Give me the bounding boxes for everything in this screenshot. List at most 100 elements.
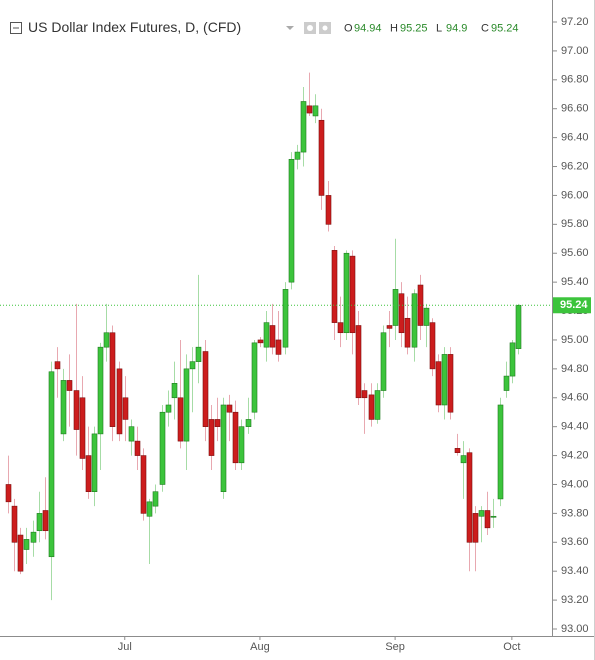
candle-body [429, 322, 436, 370]
candle-body [85, 455, 92, 493]
candle-body [497, 404, 504, 500]
candle-body [294, 151, 301, 160]
ohlc-letter: O [344, 22, 353, 34]
candle-body [411, 293, 418, 348]
candle-body [91, 433, 98, 493]
candle-body [134, 440, 141, 456]
y-tick-label: 96.00 [561, 189, 589, 201]
ohlc-value: 95.24 [491, 22, 519, 34]
candle-body [404, 317, 411, 348]
candle-body [331, 250, 338, 323]
candle-body [441, 354, 448, 406]
ohlc-value: 95.25 [400, 22, 428, 34]
y-tick-label: 95.60 [561, 247, 589, 259]
candle-body [269, 325, 276, 348]
ohlc-letter: C [481, 22, 489, 34]
y-tick-label: 93.80 [561, 507, 589, 519]
visibility-icon-dot [322, 25, 328, 31]
candle-body [361, 390, 368, 399]
candle-body [257, 339, 264, 344]
candle-body [282, 289, 289, 348]
candle-body [165, 404, 172, 413]
ohlc-letter: H [390, 22, 398, 34]
candle-body [42, 510, 49, 532]
candle-body [208, 419, 215, 456]
candle-body [515, 304, 522, 349]
candle-body [30, 531, 37, 543]
candle-body [232, 411, 239, 464]
ohlc-value: 94.9 [446, 22, 467, 34]
candle-body [23, 539, 30, 550]
candle-body [5, 484, 12, 503]
candle-body [478, 510, 485, 517]
candle-body [79, 397, 86, 459]
candle-body [66, 380, 73, 391]
y-tick-label: 94.00 [561, 478, 589, 490]
x-tick-label: Sep [385, 641, 405, 653]
y-tick-label: 96.80 [561, 74, 589, 86]
candle-body [109, 332, 116, 427]
y-tick-label: 93.60 [561, 536, 589, 548]
candle-body [171, 383, 178, 399]
x-tick-label: Oct [503, 641, 520, 653]
candle-body [189, 361, 196, 370]
candle-body [195, 346, 202, 362]
candle-body [220, 404, 227, 493]
candle-body [374, 390, 381, 420]
candle-body [355, 325, 362, 399]
candle-body [128, 426, 135, 442]
candle-body [214, 419, 221, 427]
y-tick-label: 95.40 [561, 276, 589, 288]
candle-body [300, 101, 307, 153]
candle-body [423, 307, 430, 326]
candle-body [152, 491, 159, 507]
candle-body [490, 515, 497, 518]
y-tick-label: 96.20 [561, 160, 589, 172]
candle-body [466, 452, 473, 543]
y-tick-label: 94.80 [561, 363, 589, 375]
candle-body [238, 426, 245, 464]
candle-body [349, 255, 356, 334]
y-tick-label: 93.40 [561, 565, 589, 577]
candle-body [17, 534, 24, 572]
y-tick-label: 97.20 [561, 16, 589, 28]
candle-body [140, 455, 147, 514]
dropdown-icon[interactable] [286, 26, 294, 30]
x-tick-label: Jul [118, 641, 132, 653]
candle-body [275, 339, 282, 355]
candle-body [177, 397, 184, 442]
settings-icon-dot [307, 25, 313, 31]
candle-body [509, 342, 516, 377]
candle-body [251, 342, 258, 413]
y-tick-label: 93.20 [561, 594, 589, 606]
candle-body [435, 361, 442, 406]
y-tick-label: 94.20 [561, 449, 589, 461]
candle-body [11, 505, 18, 543]
candle-body [288, 158, 295, 283]
y-tick-label: 95.80 [561, 218, 589, 230]
y-tick-label: 96.40 [561, 132, 589, 144]
y-tick-label: 96.60 [561, 103, 589, 115]
candle-body [73, 390, 80, 430]
candle-body [306, 105, 313, 114]
candle-body [368, 394, 375, 420]
candle-body [380, 332, 387, 391]
candle-body [60, 380, 67, 435]
candle-body [263, 322, 270, 348]
ohlc-value: 94.94 [354, 22, 382, 34]
candle-body [447, 354, 454, 413]
candle-body [472, 513, 479, 543]
candle-body [202, 351, 209, 427]
candle-body [116, 368, 123, 435]
candle-body [103, 332, 110, 348]
candle-body [159, 411, 166, 485]
candle-body [146, 501, 153, 517]
candle-body [122, 397, 129, 420]
candle-body [245, 419, 252, 427]
candle-body [36, 513, 43, 532]
last-price-box [553, 297, 591, 314]
candle-body [337, 322, 344, 334]
candle-body [386, 325, 393, 329]
